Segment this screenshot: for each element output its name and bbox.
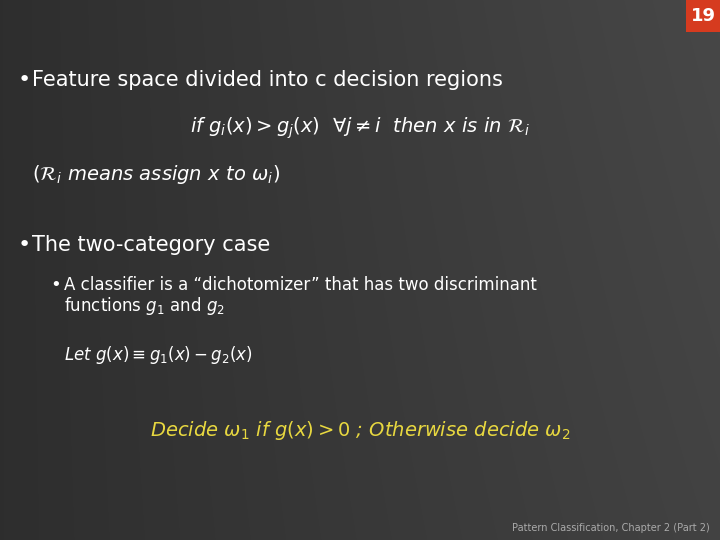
Text: The two-category case: The two-category case: [32, 235, 270, 255]
Text: •: •: [18, 70, 31, 90]
Text: $if\ g_i(x) > g_j(x)\ \ \forall j \neq i\ \ then\ x\ is\ in\ \mathcal{R}_i$: $if\ g_i(x) > g_j(x)\ \ \forall j \neq i…: [190, 115, 530, 141]
Text: •: •: [18, 235, 31, 255]
Text: Decide $\omega_1\ if\ g(x) > 0$ ; Otherwise decide $\omega_2$: Decide $\omega_1\ if\ g(x) > 0$ ; Otherw…: [150, 418, 570, 442]
Text: Feature space divided into c decision regions: Feature space divided into c decision re…: [32, 70, 503, 90]
Text: $(\mathcal{R}_i\ means\ assign\ x\ to\ \omega_i)$: $(\mathcal{R}_i\ means\ assign\ x\ to\ \…: [32, 164, 280, 186]
Text: Pattern Classification, Chapter 2 (Part 2): Pattern Classification, Chapter 2 (Part …: [512, 523, 710, 533]
Text: A classifier is a “dichotomizer” that has two discriminant: A classifier is a “dichotomizer” that ha…: [64, 276, 537, 294]
Text: functions $g_1$ and $g_2$: functions $g_1$ and $g_2$: [64, 295, 225, 317]
Text: 19: 19: [690, 7, 716, 25]
FancyBboxPatch shape: [686, 0, 720, 32]
Text: •: •: [50, 276, 60, 294]
Text: Let $g(x) \equiv g_1(x) - g_2(x)$: Let $g(x) \equiv g_1(x) - g_2(x)$: [64, 344, 253, 366]
